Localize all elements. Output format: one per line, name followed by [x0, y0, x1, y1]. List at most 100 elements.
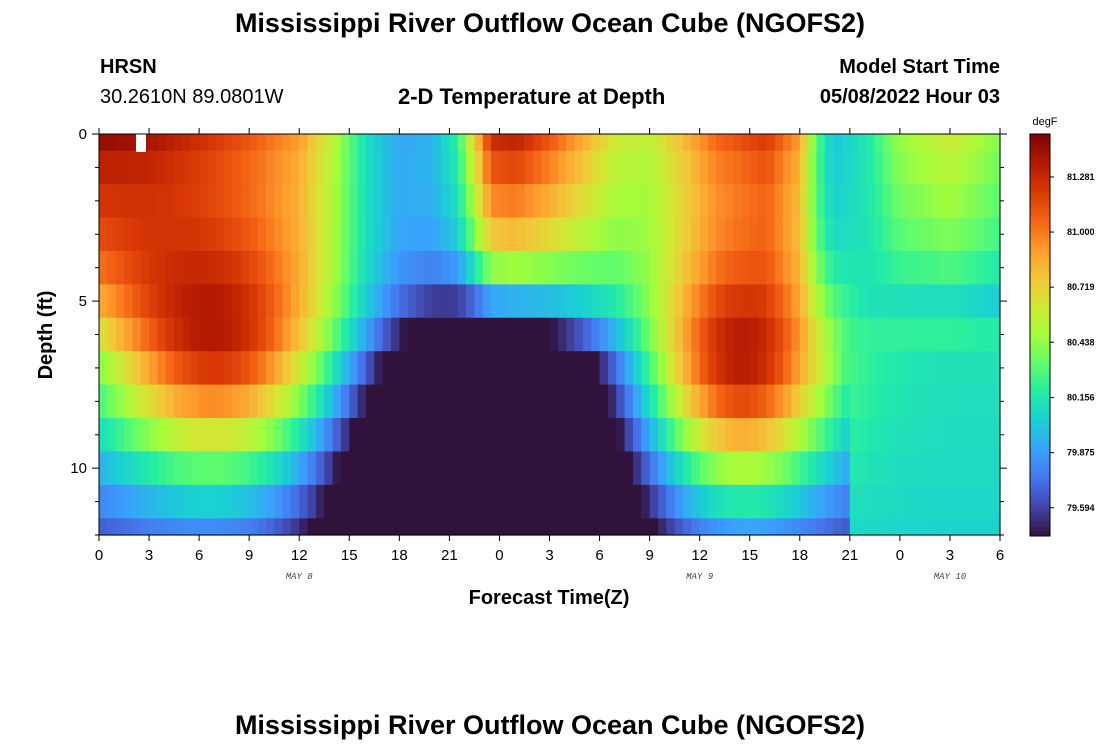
x-tick-label: 9 [645, 547, 653, 564]
heatmap-cell [491, 317, 501, 352]
heatmap-cell [724, 451, 734, 486]
heatmap-cell [933, 384, 943, 419]
heatmap-cell [457, 317, 467, 352]
heatmap-cell [232, 150, 242, 185]
heatmap-cell [315, 134, 325, 152]
heatmap-cell [774, 518, 784, 536]
heatmap-cell [741, 284, 751, 319]
heatmap-cell [340, 184, 350, 219]
heatmap-cell [949, 250, 959, 285]
heatmap-cell [491, 250, 501, 285]
heatmap-cell [199, 184, 209, 219]
heatmap-cell [132, 317, 142, 352]
heatmap-cell [232, 418, 242, 453]
heatmap-cell [657, 384, 667, 419]
heatmap-cell [457, 184, 467, 219]
heatmap-cell [499, 284, 509, 319]
heatmap-cell [449, 351, 459, 386]
heatmap-cell [858, 317, 868, 352]
heatmap-cell [199, 134, 209, 152]
heatmap-cell [733, 250, 742, 285]
x-tick-label: 9 [245, 547, 253, 564]
heatmap-cell [115, 384, 125, 419]
heatmap-cell [749, 317, 759, 352]
heatmap-cell [908, 384, 918, 419]
heatmap-cell [549, 217, 559, 252]
heatmap-cell [282, 184, 292, 219]
heatmap-cell [382, 384, 392, 419]
heatmap-cell [607, 384, 617, 419]
heatmap-cell [399, 250, 409, 285]
heatmap-cell [357, 418, 367, 453]
heatmap-cell [924, 317, 934, 352]
heatmap-cell [199, 351, 209, 386]
heatmap-cell [324, 384, 334, 419]
heatmap-cell [808, 484, 818, 519]
heatmap-cell [574, 184, 584, 219]
heatmap-cell [240, 351, 250, 386]
heatmap-cell [899, 184, 909, 219]
heatmap-cell [232, 518, 242, 536]
heatmap-cell [165, 484, 175, 519]
heatmap-cell [624, 217, 634, 252]
heatmap-cell [449, 384, 459, 419]
heatmap-cell [399, 484, 409, 519]
heatmap-cell [257, 484, 267, 519]
heatmap-cell [874, 217, 884, 252]
heatmap-cell [766, 134, 776, 152]
heatmap-cell [699, 184, 709, 219]
heatmap-cell [107, 150, 117, 185]
heatmap-cell [616, 418, 626, 453]
heatmap-cell [808, 384, 818, 419]
heatmap-cell [724, 217, 734, 252]
x-tick-label: 3 [946, 547, 954, 564]
heatmap-cell [482, 184, 492, 219]
heatmap-cell [149, 284, 158, 319]
heatmap-cell [224, 484, 234, 519]
heatmap-cell [949, 184, 959, 219]
heatmap-cell [708, 418, 717, 453]
heatmap-cell [874, 518, 884, 536]
heatmap-cell [699, 217, 709, 252]
heatmap-cell [299, 150, 309, 185]
heatmap-cell [883, 418, 893, 453]
heatmap-cell [457, 134, 467, 152]
heatmap-cell [632, 217, 642, 252]
heatmap-cell [591, 317, 601, 352]
heatmap-cell [574, 284, 584, 319]
heatmap-cell [157, 451, 167, 486]
heatmap-cell [833, 384, 843, 419]
heatmap-cell [507, 184, 517, 219]
heatmap-cell [274, 250, 284, 285]
heatmap-cell [224, 451, 234, 486]
heatmap-cell [390, 451, 400, 486]
heatmap-cell [933, 250, 943, 285]
heatmap-cell [232, 250, 242, 285]
heatmap-cell [899, 351, 909, 386]
heatmap-cell [491, 518, 501, 536]
heatmap-cell [983, 184, 993, 219]
heatmap-cell [566, 184, 576, 219]
y-tick-label: 0 [79, 126, 87, 143]
heatmap-cell [424, 351, 434, 386]
heatmap-cell [407, 150, 417, 185]
heatmap-cell [641, 351, 651, 386]
heatmap-cell [649, 250, 659, 285]
heatmap-cell [257, 518, 267, 536]
heatmap-cell [591, 418, 601, 453]
heatmap-cell [716, 217, 726, 252]
heatmap-cell [649, 418, 659, 453]
heatmap-cell [174, 451, 184, 486]
heatmap-cell [416, 150, 425, 185]
heatmap-cell [599, 317, 609, 352]
heatmap-cell [624, 484, 634, 519]
heatmap-cell [891, 451, 901, 486]
heatmap-cell [858, 518, 868, 536]
heatmap-cell [682, 134, 692, 152]
heatmap-cell [149, 184, 158, 219]
heatmap-cell [432, 317, 442, 352]
heatmap-cell [941, 518, 951, 536]
heatmap-cell [124, 384, 133, 419]
heatmap-cell [899, 250, 909, 285]
heatmap-cell [491, 384, 501, 419]
